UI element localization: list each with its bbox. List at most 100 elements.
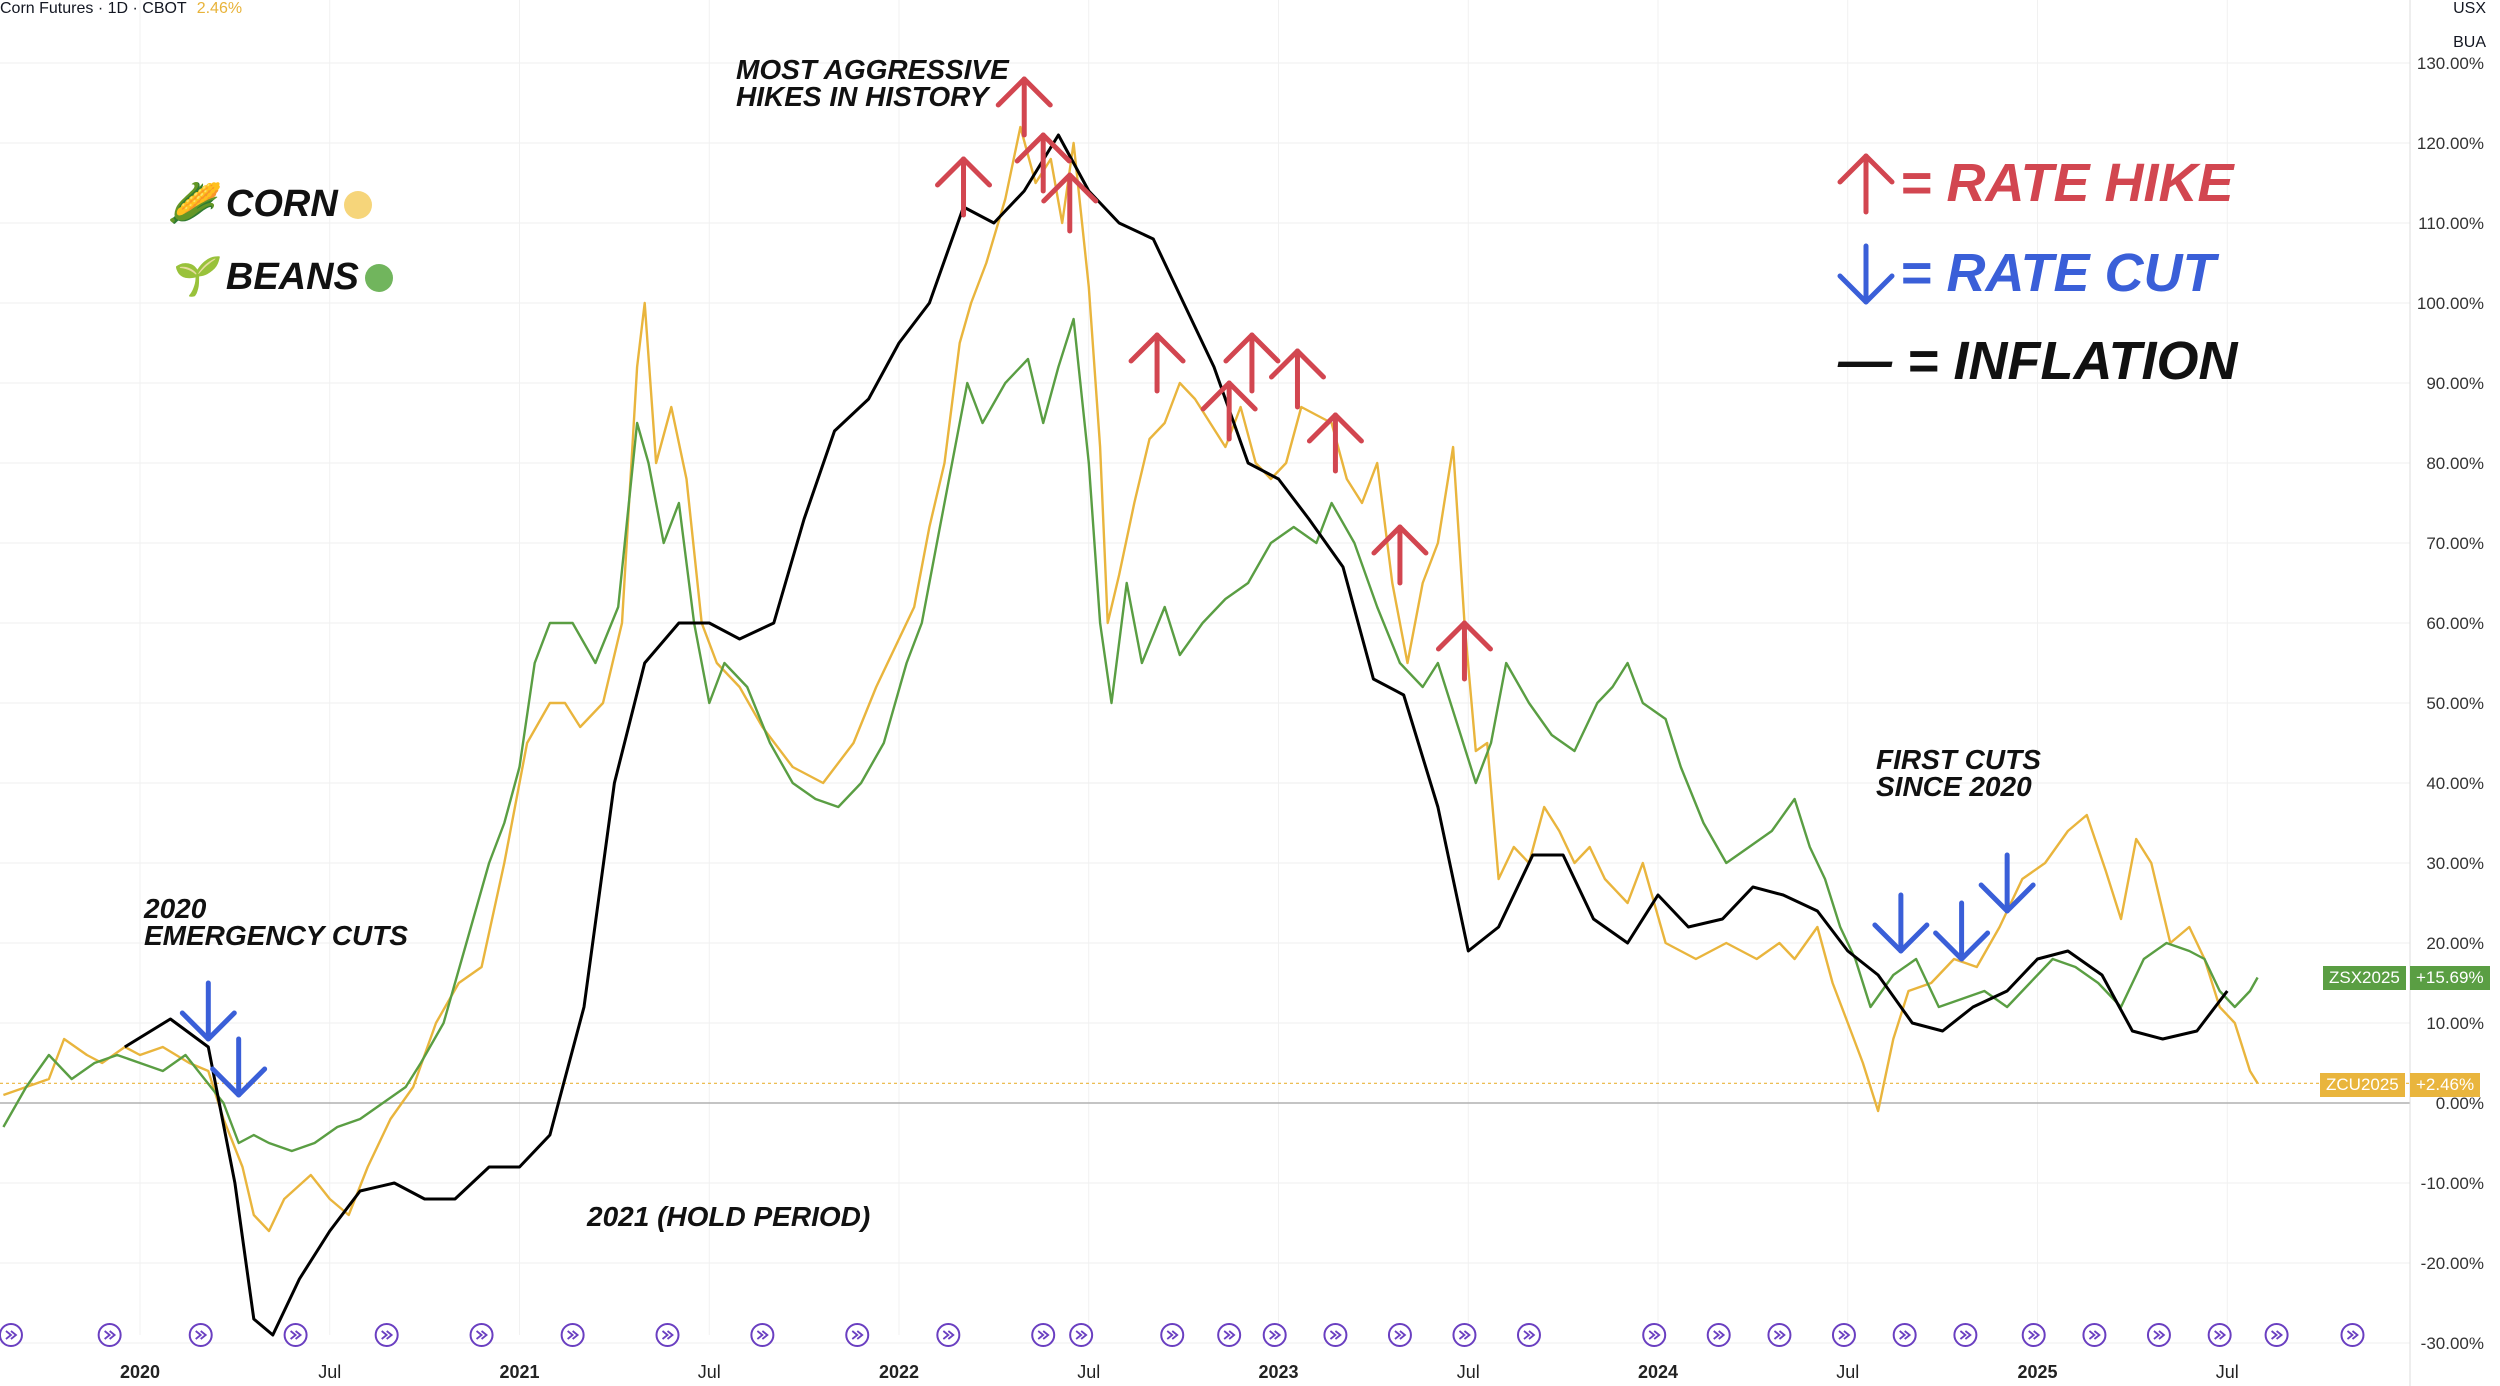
annotation-line: MOST AGGRESSIVE [736, 54, 1009, 85]
y-tick-label: 130.00% [2417, 54, 2484, 73]
event-marker-glyph [2214, 1330, 2227, 1340]
y-tick-label: -30.00% [2421, 1334, 2484, 1353]
rate-cut-arrow-icon [1872, 892, 1930, 954]
event-marker-glyph [195, 1330, 208, 1340]
event-marker-glyph [1075, 1330, 1088, 1340]
x-tick-label: Jul [1836, 1362, 1859, 1382]
rate-hike-arrow-icon [1268, 348, 1326, 410]
event-marker-icon[interactable] [1323, 1323, 1348, 1347]
arrow-head [1978, 882, 2036, 914]
y-tick-label: 50.00% [2426, 694, 2484, 713]
event-marker-glyph [1773, 1330, 1786, 1340]
y-tick-label: 60.00% [2426, 614, 2484, 633]
beans-change-badge: +15.69% [2410, 966, 2490, 990]
event-marker-glyph [2346, 1330, 2359, 1340]
event-marker-icon[interactable] [469, 1323, 494, 1347]
legend-beans: 🌱 BEANS [168, 255, 393, 299]
event-marker-icon[interactable] [750, 1323, 775, 1347]
y-tick-label: -10.00% [2421, 1174, 2484, 1193]
event-marker-icon[interactable] [845, 1323, 870, 1347]
event-marker-glyph [1329, 1330, 1342, 1340]
event-marker-icon[interactable] [1387, 1323, 1412, 1347]
event-marker-icon[interactable] [1031, 1323, 1056, 1347]
corn-price-badge: ZCU2025 [2320, 1073, 2405, 1097]
x-tick-label: Jul [1457, 1362, 1480, 1382]
event-marker-icon[interactable] [2021, 1323, 2046, 1347]
event-marker-glyph [1838, 1330, 1851, 1340]
event-marker-glyph [104, 1330, 117, 1340]
annotation-hold-period: 2021 (HOLD PERIOD) [587, 1201, 871, 1232]
event-marker-icon[interactable] [283, 1323, 308, 1347]
x-tick-label: 2020 [120, 1362, 160, 1382]
arrow-head [935, 156, 993, 188]
event-marker-icon[interactable] [1953, 1323, 1978, 1347]
event-marker-icon[interactable] [1892, 1323, 1917, 1347]
x-tick-label: Jul [2216, 1362, 2239, 1382]
event-marker-glyph [567, 1330, 580, 1340]
arrow-head [1837, 153, 1895, 185]
unit-label[interactable]: BUA [2453, 34, 2486, 51]
event-marker-icon[interactable] [560, 1323, 585, 1347]
annotation-line: 2020 [144, 893, 207, 924]
rate-hike-arrow-icon [1306, 412, 1364, 474]
x-tick-label: 2022 [879, 1362, 919, 1382]
event-marker-icon[interactable] [0, 1323, 23, 1347]
event-marker-icon[interactable] [1642, 1323, 1667, 1347]
annotation-line: SINCE 2020 [1876, 771, 2032, 802]
key-cut-arrow-icon [1837, 243, 1895, 305]
event-marker-glyph [290, 1330, 303, 1340]
y-tick-label: 100.00% [2417, 294, 2484, 313]
event-marker-glyph [756, 1330, 769, 1340]
event-marker-icon[interactable] [1069, 1323, 1094, 1347]
event-marker-glyph [1269, 1330, 1282, 1340]
symbol-label[interactable]: Corn Futures · 1D · CBOT [0, 0, 187, 17]
event-marker-icon[interactable] [1217, 1323, 1242, 1347]
event-marker-icon[interactable] [2340, 1323, 2365, 1347]
event-marker-icon[interactable] [2207, 1323, 2232, 1347]
event-marker-icon[interactable] [374, 1323, 399, 1347]
rate-hike-arrow-icon [1200, 380, 1258, 442]
event-marker-glyph [1713, 1330, 1726, 1340]
rate-cut-arrow-icon [1933, 900, 1991, 962]
rate-hike-arrow-icon [1041, 172, 1099, 234]
event-marker-icon[interactable] [2082, 1323, 2107, 1347]
x-tick-label: Jul [698, 1362, 721, 1382]
event-marker-icon[interactable] [1516, 1323, 1541, 1347]
rate-cut-arrow-icon [210, 1036, 268, 1098]
event-marker-glyph [2088, 1330, 2101, 1340]
x-tick-label: 2023 [1258, 1362, 1298, 1382]
chart-header: Corn Futures · 1D · CBOT 2.46% [0, 0, 242, 18]
y-tick-label: -20.00% [2421, 1254, 2484, 1273]
event-marker-icon[interactable] [936, 1323, 961, 1347]
event-marker-icon[interactable] [188, 1323, 213, 1347]
event-marker-glyph [1166, 1330, 1179, 1340]
event-marker-icon[interactable] [655, 1323, 680, 1347]
y-tick-label: 80.00% [2426, 454, 2484, 473]
event-marker-icon[interactable] [1831, 1323, 1856, 1347]
event-marker-icon[interactable] [1706, 1323, 1731, 1347]
event-marker-glyph [661, 1330, 674, 1340]
event-marker-icon[interactable] [97, 1323, 122, 1347]
event-marker-icon[interactable] [1767, 1323, 1792, 1347]
event-marker-icon[interactable] [2264, 1323, 2289, 1347]
event-marker-glyph [1959, 1330, 1972, 1340]
arrow-head [1837, 273, 1895, 305]
currency-label[interactable]: USX [2453, 0, 2486, 17]
event-marker-icon[interactable] [1262, 1323, 1287, 1347]
rate-hike-arrow-icon [1435, 620, 1493, 682]
event-marker-glyph [381, 1330, 394, 1340]
arrow-head [1872, 922, 1930, 954]
y-tick-label: 70.00% [2426, 534, 2484, 553]
corn-change-badge: +2.46% [2410, 1073, 2481, 1097]
rate-hike-arrow-icon [1371, 524, 1429, 586]
event-marker-icon[interactable] [2146, 1323, 2171, 1347]
event-marker-glyph [942, 1330, 955, 1340]
arrow-head [1306, 412, 1364, 444]
event-marker-icon[interactable] [1452, 1323, 1477, 1347]
series-line-inflation [124, 133, 2229, 1337]
event-marker-icon[interactable] [1160, 1323, 1185, 1347]
arrow-head [1200, 380, 1258, 412]
event-marker-glyph [1523, 1330, 1536, 1340]
event-marker-glyph [2271, 1330, 2284, 1340]
